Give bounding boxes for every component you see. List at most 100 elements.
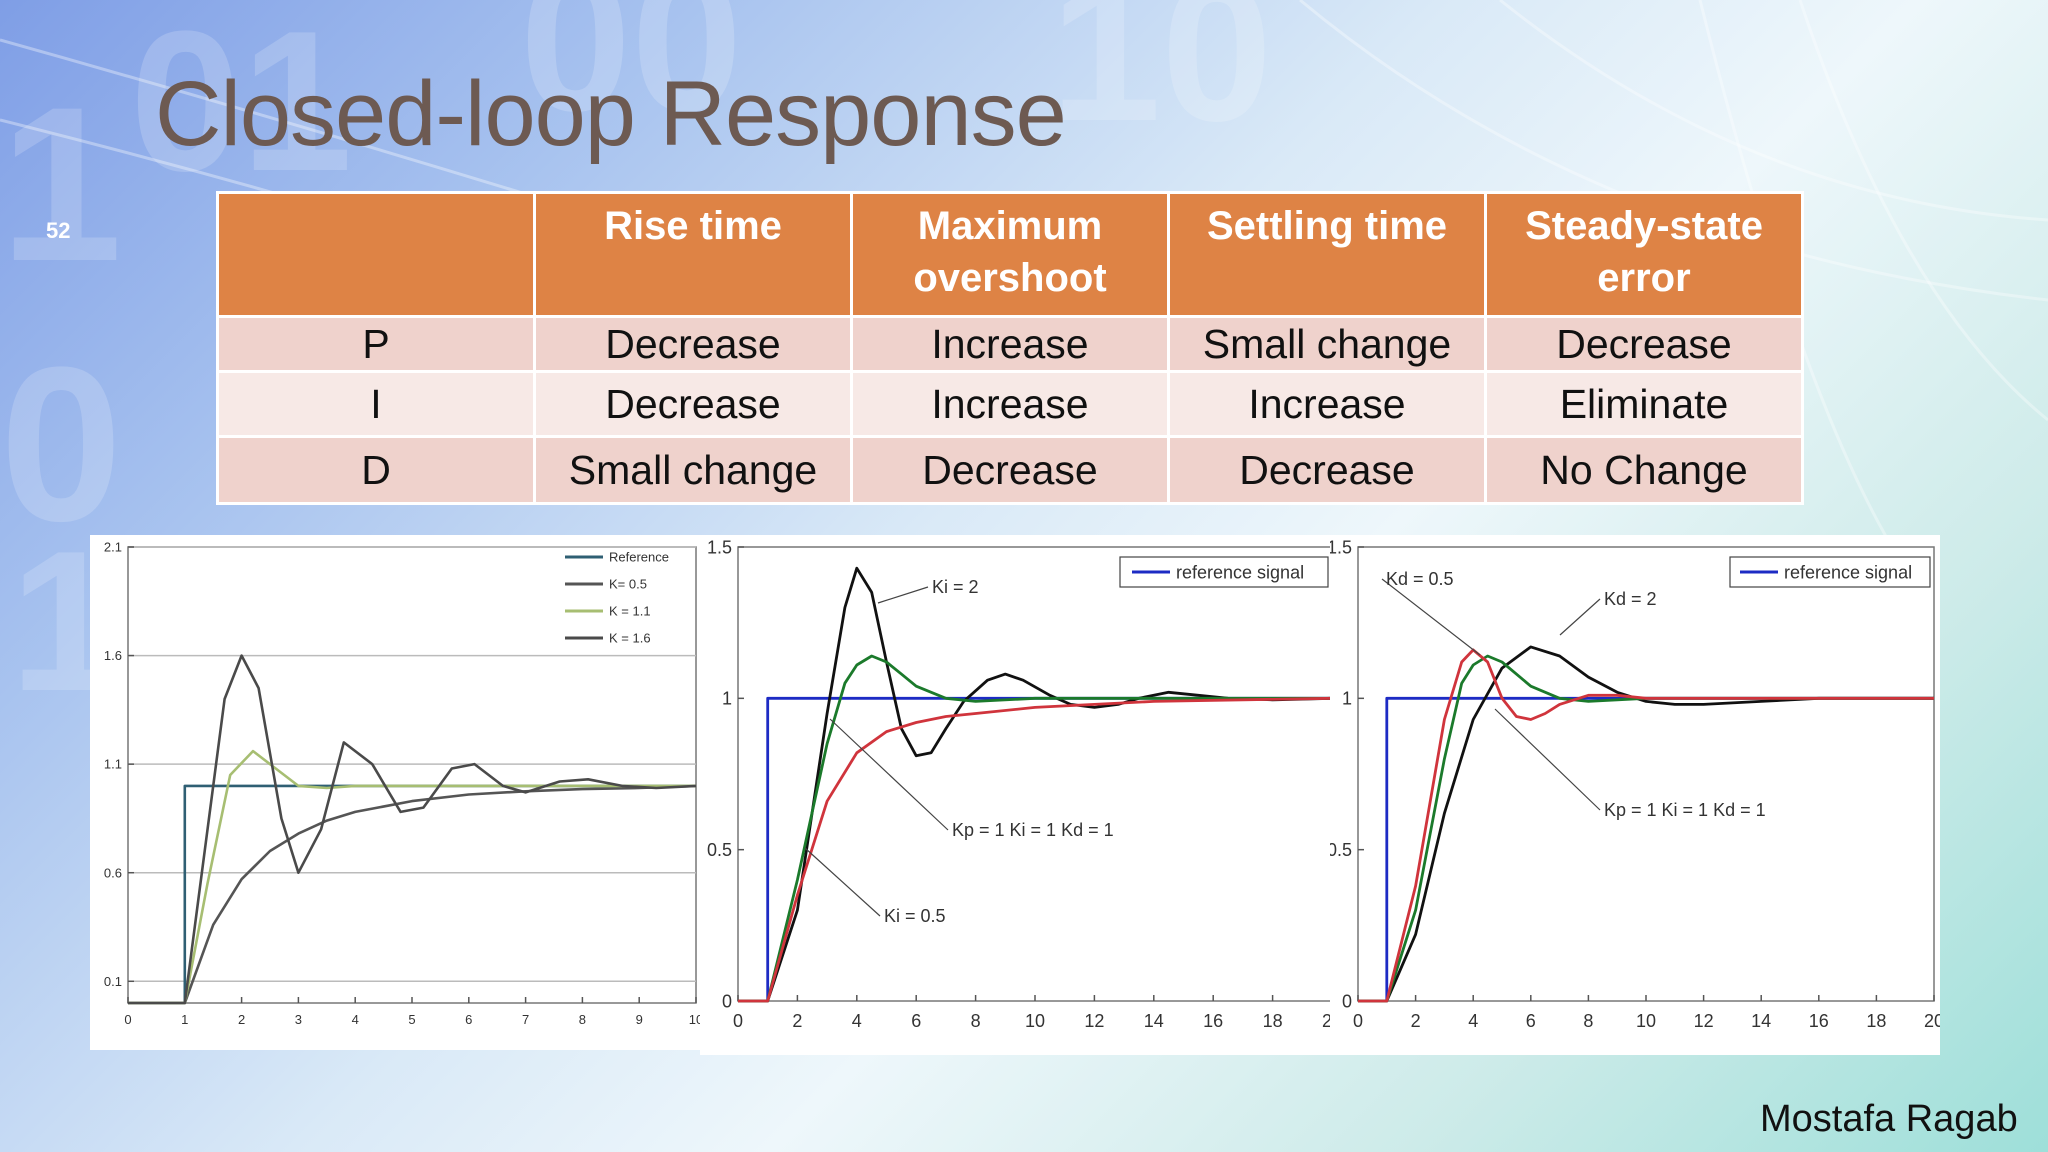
x-tick-label: 5: [408, 1012, 415, 1027]
series-line: [1358, 654, 1934, 1003]
series-line: [1358, 645, 1934, 1003]
pid-effects-table: Rise time Maximum overshoot Settling tim…: [216, 191, 1804, 505]
x-tick-label: 4: [852, 1011, 862, 1031]
svg-text:0: 0: [0, 321, 122, 567]
series-line: [738, 566, 1333, 1003]
table-cell: No Change: [1484, 435, 1804, 505]
x-tick-label: 7: [522, 1012, 529, 1027]
row-label: I: [216, 370, 536, 438]
x-tick-label: 18: [1263, 1011, 1283, 1031]
annotation-pointer: [877, 586, 929, 604]
x-tick-label: 16: [1809, 1011, 1829, 1031]
table-cell: Increase: [850, 315, 1170, 373]
x-tick-label: 0: [1353, 1011, 1363, 1031]
table-cell: Increase: [1167, 370, 1487, 438]
x-tick-label: 20: [1924, 1011, 1940, 1031]
x-tick-label: 9: [636, 1012, 643, 1027]
table-cell: Decrease: [1167, 435, 1487, 505]
annotation-label: Kp = 1 Ki = 1 Kd = 1: [1604, 800, 1766, 820]
x-tick-label: 2: [1411, 1011, 1421, 1031]
y-tick-label: 0.1: [104, 974, 122, 989]
header-corner-cell: [216, 191, 536, 318]
author-name: Mostafa Ragab: [1760, 1098, 2018, 1140]
annotation-pointer: [1559, 598, 1601, 636]
x-tick-label: 6: [911, 1011, 921, 1031]
table-cell: Small change: [533, 435, 853, 505]
y-tick-label: 0.5: [1330, 840, 1352, 860]
y-tick-label: 1: [1342, 689, 1352, 709]
table-cell: Decrease: [850, 435, 1170, 505]
legend-label: reference signal: [1176, 562, 1304, 582]
x-tick-label: 0: [733, 1011, 743, 1031]
series-line: [128, 749, 696, 1005]
plot-area: [737, 546, 1333, 1002]
series-line: [128, 784, 697, 1005]
x-tick-label: 4: [1468, 1011, 1478, 1031]
annotation-pointer: [1494, 708, 1601, 811]
table-cell: Decrease: [533, 315, 853, 373]
plot-area: [1357, 546, 1935, 1002]
y-tick-label: 0: [722, 991, 732, 1011]
y-tick-label: 1: [722, 689, 732, 709]
x-tick-label: 14: [1751, 1011, 1771, 1031]
y-tick-label: 0.6: [104, 865, 122, 880]
chart-derivative-gain: 0 0.5 1 1.5 0 2 4 6 8 10 12 14 16 18 20 reference signa…: [1330, 535, 1940, 1055]
annotation-label: Kp = 1 Ki = 1 Kd = 1: [952, 820, 1114, 840]
x-tick-label: 6: [1526, 1011, 1536, 1031]
x-tick-label: 14: [1144, 1011, 1164, 1031]
x-tick-label: 16: [1203, 1011, 1223, 1031]
x-tick-label: 8: [579, 1012, 586, 1027]
legend-label: K= 0.5: [609, 577, 647, 592]
series-line: [1358, 648, 1934, 1003]
plot-area: [127, 546, 697, 1004]
x-tick-label: 2: [792, 1011, 802, 1031]
row-label: D: [216, 435, 536, 505]
series-line: [738, 654, 1332, 1003]
table-cell: Eliminate: [1484, 370, 1804, 438]
x-tick-label: 10: [689, 1012, 702, 1027]
annotation-label: Kd = 0.5: [1386, 569, 1454, 589]
x-tick-label: 12: [1084, 1011, 1104, 1031]
annotation-pointer: [804, 847, 881, 917]
y-tick-label: 2.1: [104, 540, 122, 555]
x-tick-label: 2: [238, 1012, 245, 1027]
x-tick-label: 6: [465, 1012, 472, 1027]
x-tick-label: 0: [124, 1012, 131, 1027]
svg-text:10: 10: [1050, 0, 1272, 163]
x-tick-label: 10: [1636, 1011, 1656, 1031]
slide-number: 52: [46, 218, 71, 243]
annotation-label: Ki = 0.5: [884, 906, 946, 926]
svg-text:00: 00: [520, 0, 742, 153]
legend-label: reference signal: [1784, 562, 1912, 582]
row-label: P: [216, 315, 536, 373]
table-header-row: Rise time Maximum overshoot Settling tim…: [216, 191, 1804, 318]
x-tick-label: 4: [352, 1012, 359, 1027]
x-tick-label: 8: [971, 1011, 981, 1031]
annotation-pointer: [829, 718, 949, 831]
annotation-label: Kd = 2: [1604, 589, 1657, 609]
table-row: D Small change Decrease Decrease No Chan…: [216, 435, 1804, 505]
annotation-pointer: [1381, 578, 1481, 656]
slide-title: Closed-loop Response: [155, 63, 1067, 165]
series-line: [738, 696, 1333, 1003]
x-tick-label: 8: [1583, 1011, 1593, 1031]
table-cell: Decrease: [1484, 315, 1804, 373]
x-tick-label: 18: [1866, 1011, 1886, 1031]
header-steady-state-error: Steady-state error: [1484, 191, 1804, 318]
table-cell: Decrease: [533, 370, 853, 438]
series-line: [128, 654, 697, 1005]
y-tick-label: 1.5: [1330, 537, 1352, 557]
table-row: I Decrease Increase Increase Eliminate: [216, 370, 1804, 438]
y-tick-label: 1.6: [104, 648, 122, 663]
legend-label: Reference: [609, 550, 669, 565]
x-tick-label: 10: [1025, 1011, 1045, 1031]
x-tick-label: 12: [1694, 1011, 1714, 1031]
legend-label: K = 1.1: [609, 604, 651, 619]
svg-text:01: 01: [130, 0, 352, 213]
header-settling-time: Settling time: [1167, 191, 1487, 318]
annotation-label: Ki = 2: [932, 577, 979, 597]
y-tick-label: 0.5: [707, 840, 732, 860]
header-rise-time: Rise time: [533, 191, 853, 318]
table-row: P Decrease Increase Small change Decreas…: [216, 315, 1804, 373]
